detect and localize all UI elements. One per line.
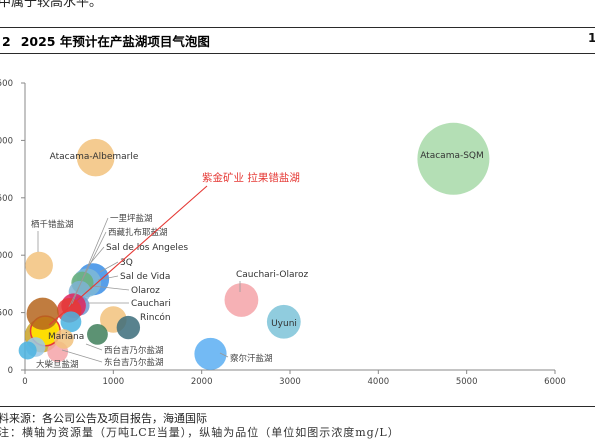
bubble-label: 西藏扎布耶盐湖 <box>108 227 168 238</box>
bubble <box>18 341 37 360</box>
leader-line <box>85 343 103 351</box>
bubble-label: Mariana <box>48 332 84 342</box>
source-note: 料来源：各公司公告及项目报告，海通国际 <box>0 412 207 425</box>
y-tick-label: 0 <box>8 366 13 376</box>
annotation-layer: 紫金矿业 拉果错盐湖 <box>48 171 300 326</box>
bubble-label: 3Q <box>120 258 133 268</box>
bubble <box>266 304 301 339</box>
y-tick-label: 2000 <box>0 136 13 146</box>
truncated-note-line: 注：横轴为资源量（万吨LCE当量），纵轴为品位（单位如图示浓度mg/L） <box>0 426 400 439</box>
bubble-labels-layer: Atacama-SQM Atacama-Albemarle Cauchari-Ola… <box>31 151 484 370</box>
bubble-label: 一里坪盐湖 <box>110 213 153 224</box>
bubble-label: Atacama-SQM <box>420 151 484 161</box>
bubble <box>417 122 490 195</box>
bubble-label: Uyuni <box>271 319 297 329</box>
leader-line <box>92 285 130 291</box>
bottom-rule <box>0 406 595 407</box>
bubble-label: 西台吉乃尔盐湖 <box>104 345 164 356</box>
bubble <box>116 315 141 340</box>
x-tick-label: 2000 <box>191 377 213 387</box>
bubble-label: Atacama-Albemarle <box>50 152 139 162</box>
annotation-arrow <box>48 185 208 326</box>
annotation-label: 紫金矿业 拉果错盐湖 <box>202 171 300 184</box>
bubble-label: Sal de los Angeles <box>106 243 188 253</box>
bubble-label: 栖千错盐湖 <box>31 219 74 230</box>
x-tick-label: 0 <box>22 377 27 387</box>
y-tick-label: 1500 <box>0 194 13 204</box>
bubble <box>54 329 74 349</box>
x-tick-label: 3000 <box>279 377 301 387</box>
y-tick-label: 1000 <box>0 251 13 261</box>
bubble <box>87 324 108 345</box>
bubble <box>224 283 259 317</box>
bubble-label: 察尔汗盐湖 <box>230 353 273 364</box>
figure-number: 2 <box>2 34 11 49</box>
title-rule <box>0 53 595 54</box>
figure-title-text: 2025 年预计在产盐湖项目气泡图 <box>20 34 210 49</box>
x-tick-label: 5000 <box>456 377 478 387</box>
bubble-label: 东台吉乃尔盐湖 <box>104 357 164 368</box>
y-tick-label: 2500 <box>0 79 13 89</box>
bubble <box>60 311 82 333</box>
bubble-label: Cauchari-Olaroz <box>236 270 308 280</box>
leader-line <box>219 352 229 358</box>
leader-line <box>61 349 103 363</box>
bubble <box>26 297 59 330</box>
bubble-chart: 0 1000 2000 3000 4000 5000 6000 0 500 1000 1500 200… <box>0 79 566 387</box>
x-tick-label: 1000 <box>103 377 125 387</box>
leader-line <box>67 231 107 310</box>
bubble <box>25 251 53 280</box>
bubble-label: Olaroz <box>131 286 160 296</box>
leader-line <box>99 261 119 273</box>
top-rule <box>0 27 595 28</box>
leader-line <box>71 217 109 305</box>
bubble-label: 大柴旦盐湖 <box>36 359 79 370</box>
right-edge-mark: 1 <box>588 31 595 45</box>
figure-title: 2 2025 年预计在产盐湖项目气泡图 <box>2 31 210 50</box>
axes-layer: 0 1000 2000 3000 4000 5000 6000 0 500 1000 1500 200… <box>0 79 566 387</box>
bubble <box>194 337 227 371</box>
bubble-label: Sal de Vida <box>120 272 170 282</box>
bubble <box>76 138 115 177</box>
y-tick-label: 500 <box>0 309 13 319</box>
x-tick-label: 4000 <box>368 377 390 387</box>
intro-text-tail: 中属于较高水平。 <box>0 0 103 10</box>
x-tick-label: 6000 <box>544 377 566 387</box>
bubble-label: Cauchari <box>131 299 171 309</box>
bubble-label: Rincón <box>140 312 171 323</box>
